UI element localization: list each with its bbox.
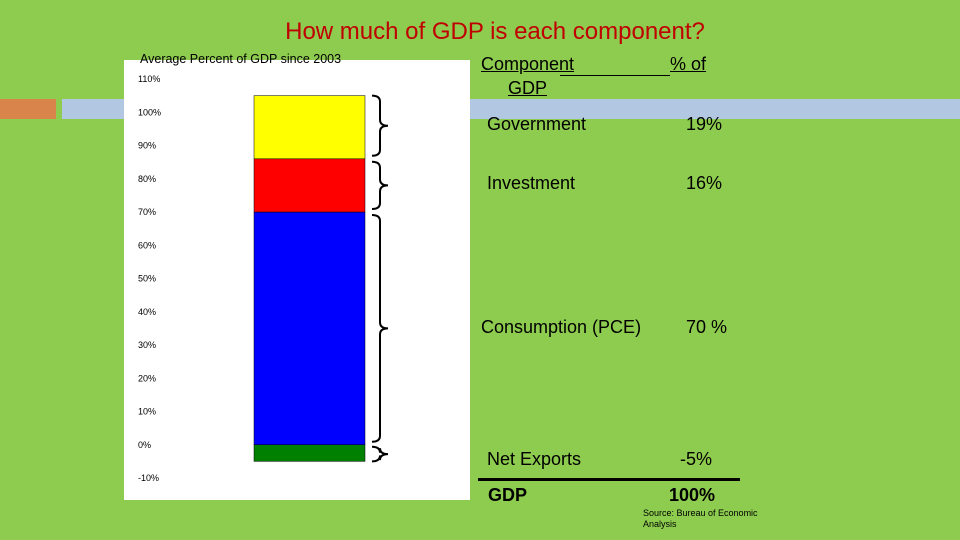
- slide-title: How much of GDP is each component?: [285, 18, 705, 45]
- y-tick-label: 90%: [138, 141, 156, 151]
- bar-segment-0: [253, 444, 366, 462]
- y-tick-label: 50%: [138, 274, 156, 284]
- decor-bar-orange: [0, 99, 56, 119]
- bar-segment-2: [253, 158, 366, 213]
- y-tick-label: 40%: [138, 307, 156, 317]
- row-value-investment: 16%: [686, 173, 723, 193]
- row-label-net-exports: Net Exports: [487, 449, 582, 469]
- brace-government: [371, 94, 389, 157]
- y-tick-label: 100%: [138, 107, 161, 117]
- row-value-government: 19%: [686, 114, 723, 134]
- y-tick-label: 110%: [138, 74, 160, 84]
- row-label-government: Government: [487, 114, 587, 134]
- row-value-consumption: 70 %: [686, 317, 728, 337]
- row-value-net-exports: -5%: [680, 449, 713, 469]
- row-label-investment: Investment: [487, 173, 576, 193]
- brace-investment: [371, 160, 389, 210]
- total-rule: [478, 478, 740, 481]
- y-tick-label: 70%: [138, 207, 156, 217]
- header-underline: [560, 75, 670, 76]
- brace-consumption: [371, 214, 389, 443]
- chart-title: Average Percent of GDP since 2003: [140, 52, 342, 66]
- y-tick-label: 20%: [138, 373, 156, 383]
- header-component: Component: [481, 54, 575, 74]
- bar-segment-3: [253, 95, 366, 160]
- brace-net-exports: [371, 445, 389, 463]
- y-tick-label: -10%: [138, 473, 159, 483]
- y-tick-label: 60%: [138, 240, 156, 250]
- row-value-total: 100%: [669, 485, 716, 505]
- bar-segment-1: [253, 211, 366, 445]
- y-tick-label: 0%: [138, 440, 151, 450]
- y-tick-label: 10%: [138, 407, 156, 417]
- row-label-total: GDP: [488, 485, 528, 505]
- row-label-consumption: Consumption (PCE): [481, 317, 642, 337]
- y-tick-label: 30%: [138, 340, 156, 350]
- header-gdp: GDP: [508, 78, 548, 98]
- y-tick-label: 80%: [138, 174, 156, 184]
- source-note: Source: Bureau of Economic Analysis: [643, 508, 758, 529]
- header-percent: % of: [670, 54, 707, 74]
